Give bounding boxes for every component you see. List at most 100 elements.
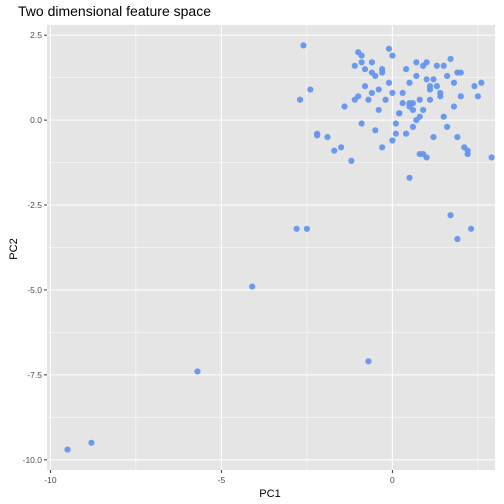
data-point — [382, 96, 389, 103]
data-point — [341, 103, 348, 110]
data-points — [64, 42, 495, 453]
y-tick-label: -7.5 — [27, 370, 42, 380]
data-point — [375, 86, 382, 93]
data-point — [338, 144, 345, 151]
data-point — [447, 55, 454, 63]
data-point — [372, 127, 379, 134]
data-point — [454, 133, 461, 141]
data-point — [423, 76, 430, 83]
data-point — [194, 368, 201, 375]
data-point — [307, 86, 314, 93]
data-point — [64, 446, 71, 453]
data-point — [296, 96, 304, 103]
data-point — [430, 76, 437, 83]
data-point — [430, 133, 437, 141]
data-point — [379, 69, 386, 76]
data-point — [454, 235, 461, 243]
data-point — [365, 358, 372, 365]
data-point — [478, 79, 485, 86]
data-point — [88, 439, 95, 446]
x-axis-ticks: -10 -5 0 — [44, 470, 395, 485]
data-point — [324, 133, 331, 141]
data-point — [389, 137, 396, 144]
data-point — [402, 130, 410, 137]
data-point — [440, 113, 447, 120]
y-axis-title: PC2 — [8, 238, 20, 259]
data-point — [409, 100, 417, 107]
data-point — [426, 83, 434, 90]
data-point — [379, 144, 386, 151]
data-point — [358, 120, 365, 127]
data-point — [420, 150, 427, 158]
y-tick-label: 2.5 — [30, 30, 42, 40]
data-point — [433, 62, 440, 69]
data-point — [433, 83, 440, 90]
data-point — [450, 103, 458, 110]
data-point — [361, 83, 369, 90]
data-point — [474, 93, 482, 100]
data-point — [447, 212, 454, 219]
data-point — [413, 59, 420, 66]
data-point — [351, 62, 358, 69]
y-tick-label: 0.0 — [30, 115, 42, 125]
chart-title: Two dimensional feature space — [18, 3, 211, 19]
data-point — [365, 96, 372, 103]
data-point — [399, 100, 406, 107]
data-point — [402, 66, 410, 73]
data-point — [457, 93, 464, 100]
data-point — [368, 89, 375, 97]
x-tick-label: 0 — [390, 475, 395, 485]
data-point — [375, 106, 382, 114]
x-tick-label: -10 — [44, 475, 57, 485]
data-point — [467, 225, 475, 232]
data-point — [471, 83, 478, 90]
data-point — [331, 147, 338, 154]
data-point — [409, 123, 417, 131]
grid-lines — [47, 25, 495, 470]
data-point — [440, 62, 447, 69]
data-point — [303, 225, 311, 232]
data-point — [348, 157, 355, 164]
data-point — [450, 79, 458, 86]
data-point — [389, 89, 396, 97]
y-tick-label: -2.5 — [27, 200, 42, 210]
data-point — [416, 96, 423, 103]
data-point — [444, 72, 451, 80]
y-tick-label: -5.0 — [27, 285, 42, 295]
data-point — [368, 59, 375, 66]
data-point — [457, 69, 464, 76]
data-point — [300, 42, 307, 49]
data-point — [406, 79, 413, 86]
data-point — [464, 150, 471, 158]
data-point — [406, 174, 413, 181]
data-point — [314, 130, 321, 137]
data-point — [488, 154, 495, 161]
data-point — [423, 59, 430, 66]
data-point — [361, 66, 369, 73]
data-point — [437, 89, 444, 97]
data-point — [420, 106, 427, 114]
data-point — [396, 110, 403, 117]
data-point — [426, 96, 434, 103]
data-point — [249, 283, 256, 290]
data-point — [385, 79, 393, 86]
data-point — [293, 225, 300, 232]
x-axis-title: PC1 — [259, 488, 280, 500]
data-point — [358, 59, 365, 66]
data-point — [392, 120, 399, 127]
data-point — [358, 52, 365, 59]
data-point — [385, 45, 393, 52]
data-point — [389, 52, 396, 59]
data-point — [355, 93, 362, 100]
data-point — [416, 113, 423, 120]
data-point — [368, 69, 375, 76]
data-point — [413, 72, 420, 80]
data-point — [444, 123, 451, 131]
x-tick-label: -5 — [218, 475, 226, 485]
y-tick-label: -10.0 — [23, 455, 43, 465]
y-axis-ticks: 2.5 0.0 -2.5 -5.0 -7.5 -10.0 — [23, 30, 47, 465]
data-point — [399, 89, 406, 97]
data-point — [392, 130, 399, 137]
